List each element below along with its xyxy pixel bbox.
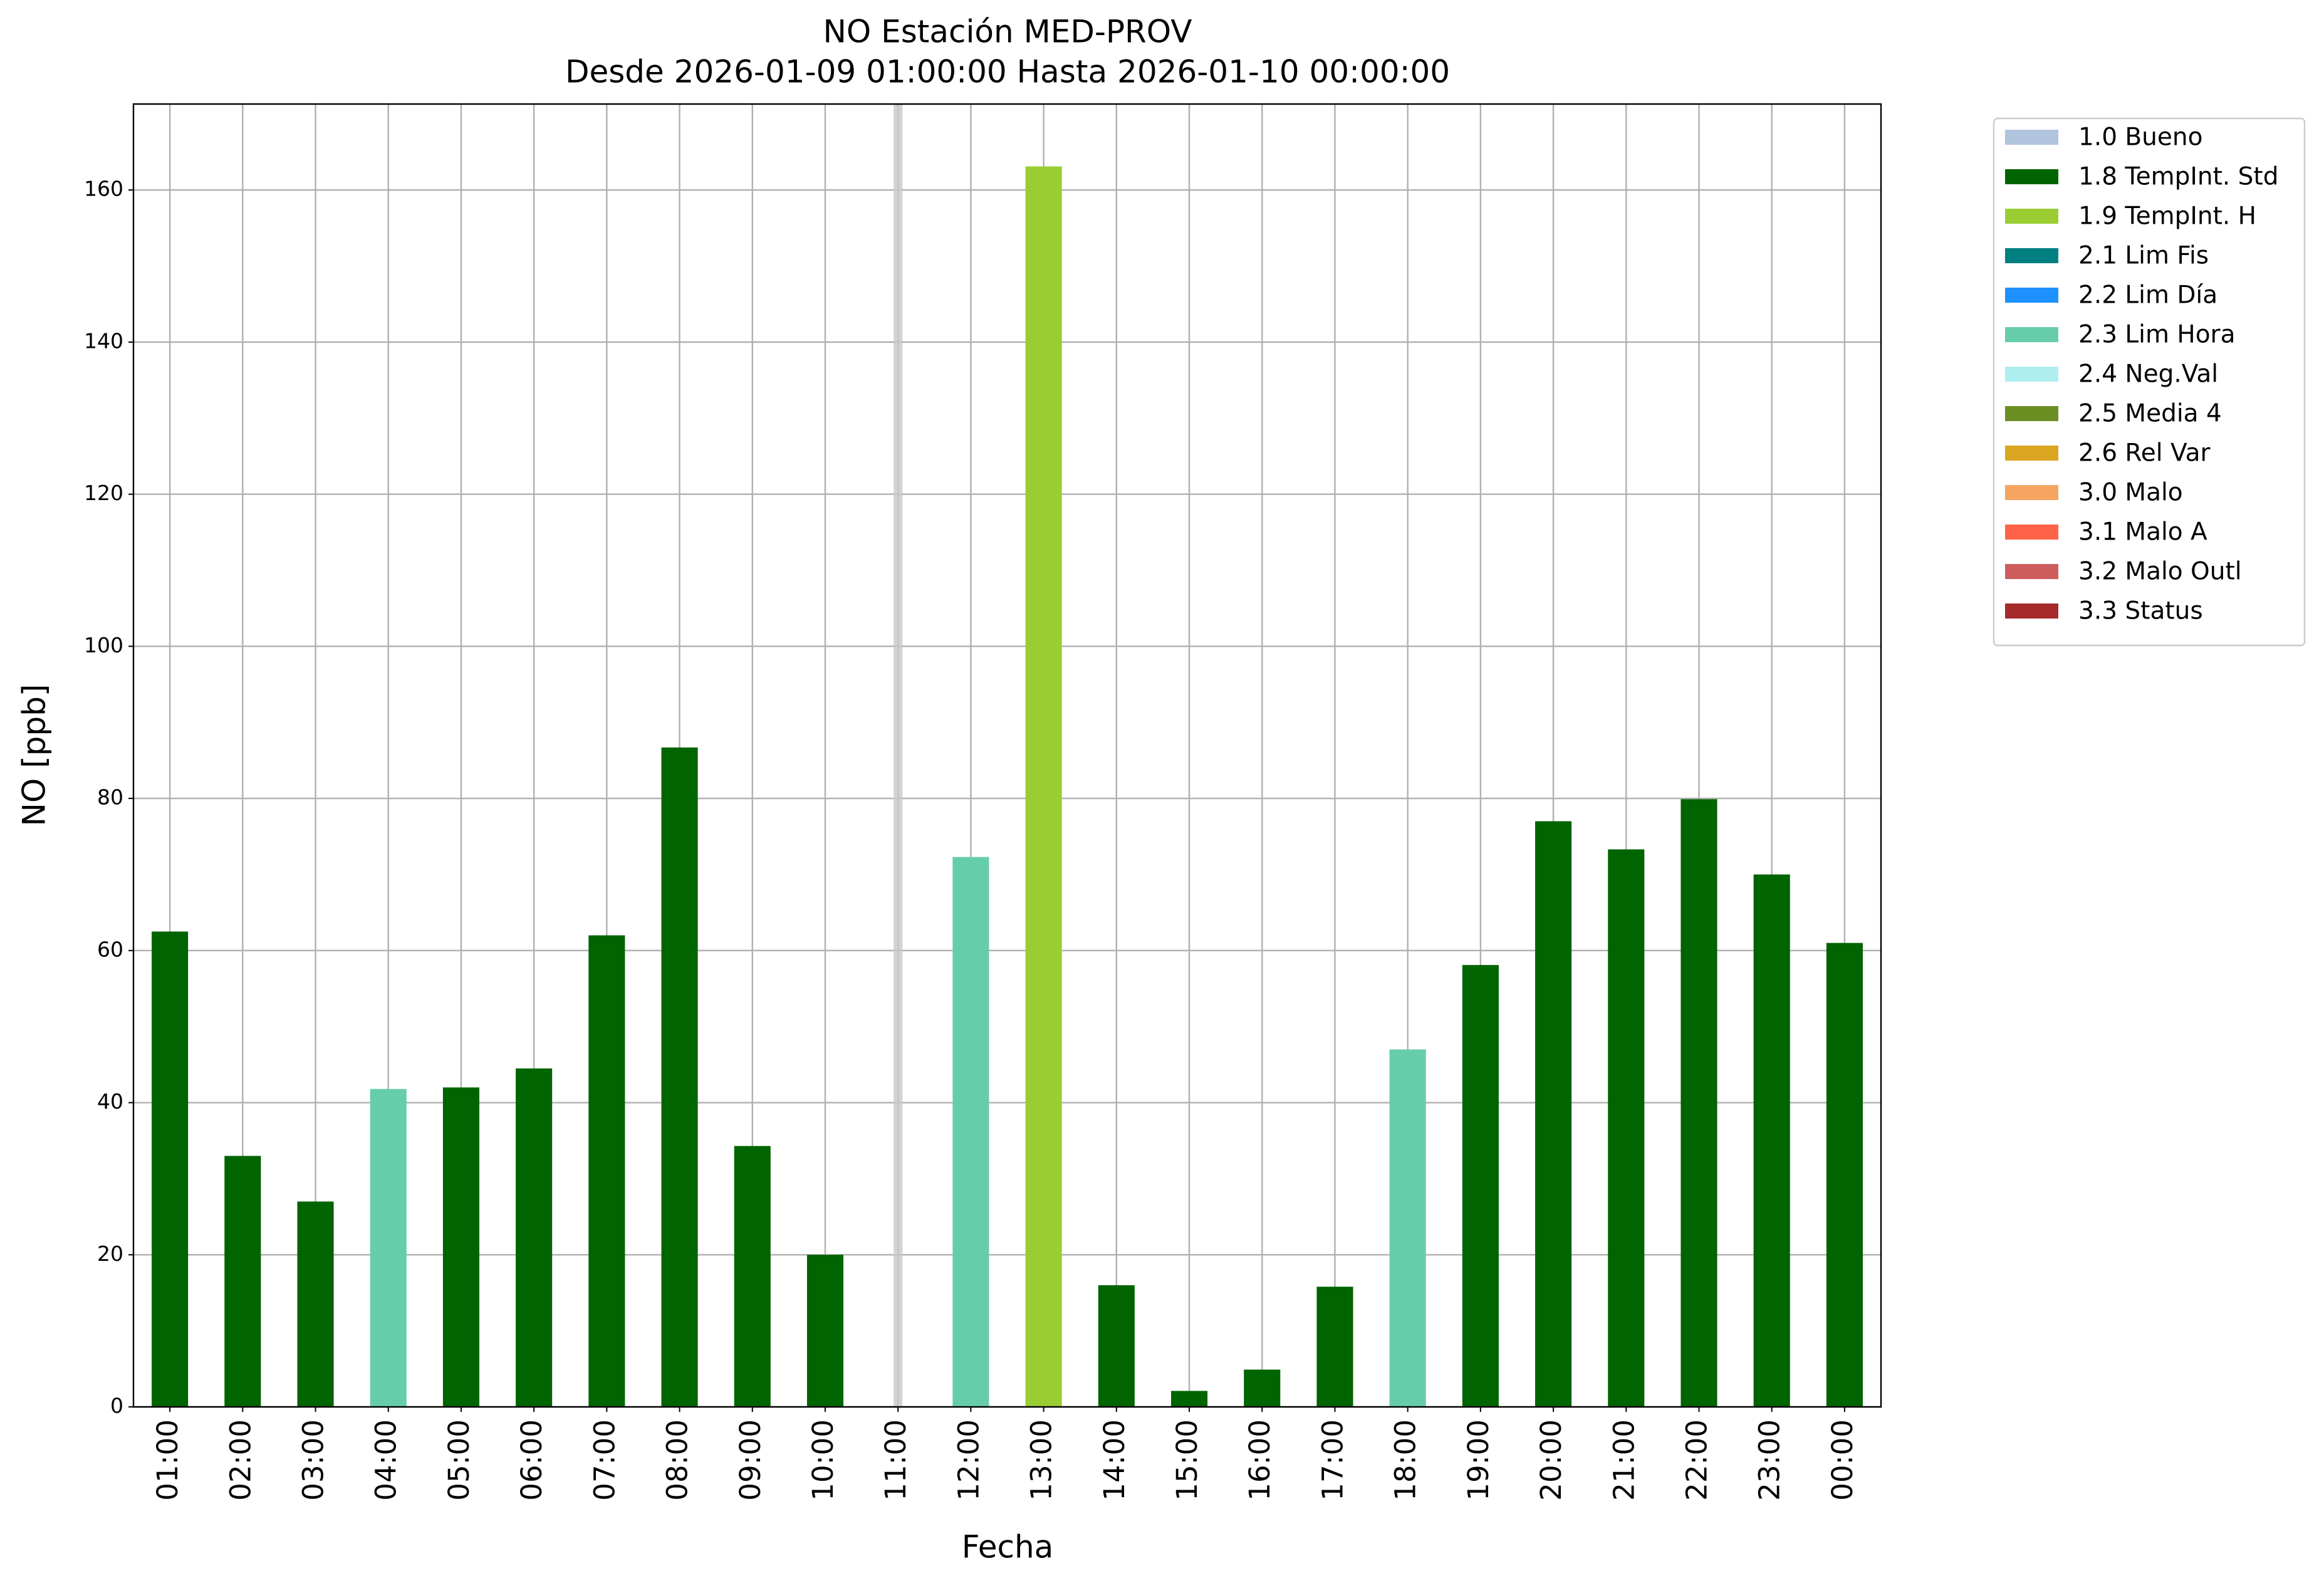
bar [1608, 849, 1645, 1407]
x-tick-label: 04:00 [370, 1419, 403, 1501]
legend-swatch [2005, 169, 2058, 184]
bar [734, 1146, 771, 1407]
x-tick-label: 12:00 [952, 1419, 985, 1501]
bar [661, 747, 698, 1407]
y-tick-label: 80 [97, 785, 123, 810]
x-tick-label: 09:00 [734, 1419, 767, 1501]
bar [1316, 1287, 1353, 1407]
missing-data-band [894, 104, 903, 1407]
legend-label: 2.5 Media 4 [2078, 400, 2222, 428]
x-tick-label: 02:00 [224, 1419, 257, 1501]
legend-swatch [2005, 564, 2058, 579]
bar [1244, 1369, 1281, 1407]
x-tick-label: 16:00 [1243, 1419, 1276, 1501]
legend-swatch [2005, 367, 2058, 382]
x-tick-label: 01:00 [151, 1419, 184, 1501]
x-tick-label: 18:00 [1389, 1419, 1422, 1501]
legend-swatch [2005, 327, 2058, 342]
x-tick-label: 06:00 [515, 1419, 548, 1501]
x-tick-label: 00:00 [1826, 1419, 1859, 1501]
plot-frame [132, 103, 1882, 1408]
y-axis-label: NO [ppb] [16, 684, 53, 827]
legend-label: 1.8 TempInt. Std [2078, 163, 2278, 191]
legend-label: 2.2 Lim Día [2078, 281, 2217, 310]
legend-label: 2.6 Rel Var [2078, 439, 2211, 468]
bar [1170, 1391, 1208, 1407]
bar [152, 931, 189, 1407]
bar [224, 1156, 261, 1407]
legend-label: 2.1 Lim Fis [2078, 242, 2209, 270]
legend-swatch [2005, 288, 2058, 303]
legend-box [1993, 117, 2306, 647]
x-tick-label: 22:00 [1680, 1419, 1713, 1501]
y-tick-label: 120 [84, 481, 123, 505]
bar [1535, 821, 1572, 1407]
legend-swatch [2005, 209, 2058, 224]
legend-label: 1.9 TempInt. H [2078, 202, 2256, 231]
bar [1753, 874, 1790, 1407]
bar [1025, 166, 1062, 1407]
legend-swatch [2005, 485, 2058, 500]
x-tick-label: 17:00 [1316, 1419, 1349, 1501]
legend-label: 3.1 Malo A [2078, 518, 2207, 546]
x-axis-label: Fecha [962, 1529, 1054, 1565]
x-tick-label: 08:00 [661, 1419, 694, 1501]
bar [1826, 943, 1863, 1407]
y-tick-label: 40 [97, 1089, 123, 1114]
x-tick-label: 23:00 [1753, 1419, 1786, 1501]
x-tick-label: 10:00 [806, 1419, 840, 1501]
legend-label: 3.0 Malo [2078, 479, 2183, 507]
bar [1098, 1285, 1135, 1407]
x-tick-label: 21:00 [1607, 1419, 1640, 1501]
x-tick-label: 07:00 [588, 1419, 621, 1501]
legend-swatch [2005, 603, 2058, 619]
bar [952, 857, 989, 1407]
y-tick-label: 20 [97, 1241, 123, 1266]
legend-swatch [2005, 130, 2058, 145]
bar [1389, 1049, 1426, 1407]
y-tick-label: 0 [110, 1394, 123, 1418]
x-tick-label: 19:00 [1462, 1419, 1495, 1501]
legend-label: 2.3 Lim Hora [2078, 321, 2236, 349]
y-tick-label: 160 [84, 177, 123, 201]
legend-swatch [2005, 248, 2058, 263]
bar [588, 935, 625, 1407]
bar [370, 1089, 407, 1407]
bar [1462, 964, 1499, 1407]
legend-label: 1.0 Bueno [2078, 123, 2202, 152]
legend-label: 3.3 Status [2078, 597, 2203, 625]
x-tick-label: 13:00 [1025, 1419, 1058, 1501]
legend-label: 2.4 Neg.Val [2078, 360, 2218, 389]
x-tick-label: 11:00 [879, 1419, 912, 1501]
bar [297, 1201, 334, 1407]
bar [1680, 799, 1717, 1407]
x-tick-label: 05:00 [442, 1419, 476, 1501]
legend-label: 3.2 Malo Outl [2078, 558, 2242, 586]
legend-swatch [2005, 446, 2058, 461]
y-tick-label: 60 [97, 937, 123, 961]
legend-swatch [2005, 525, 2058, 540]
x-tick-label: 15:00 [1170, 1419, 1204, 1501]
bar [442, 1087, 479, 1407]
x-tick-label: 03:00 [297, 1419, 330, 1501]
chart-subtitle: Desde 2026-01-09 01:00:00 Hasta 2026-01-… [565, 54, 1450, 90]
y-tick-label: 100 [84, 633, 123, 657]
y-tick-label: 140 [84, 328, 123, 353]
x-tick-label: 20:00 [1535, 1419, 1568, 1501]
chart-title: NO Estación MED-PROV [823, 14, 1192, 50]
bar [516, 1068, 553, 1407]
x-tick-label: 14:00 [1098, 1419, 1131, 1501]
bar [806, 1255, 844, 1407]
legend-swatch [2005, 406, 2058, 421]
